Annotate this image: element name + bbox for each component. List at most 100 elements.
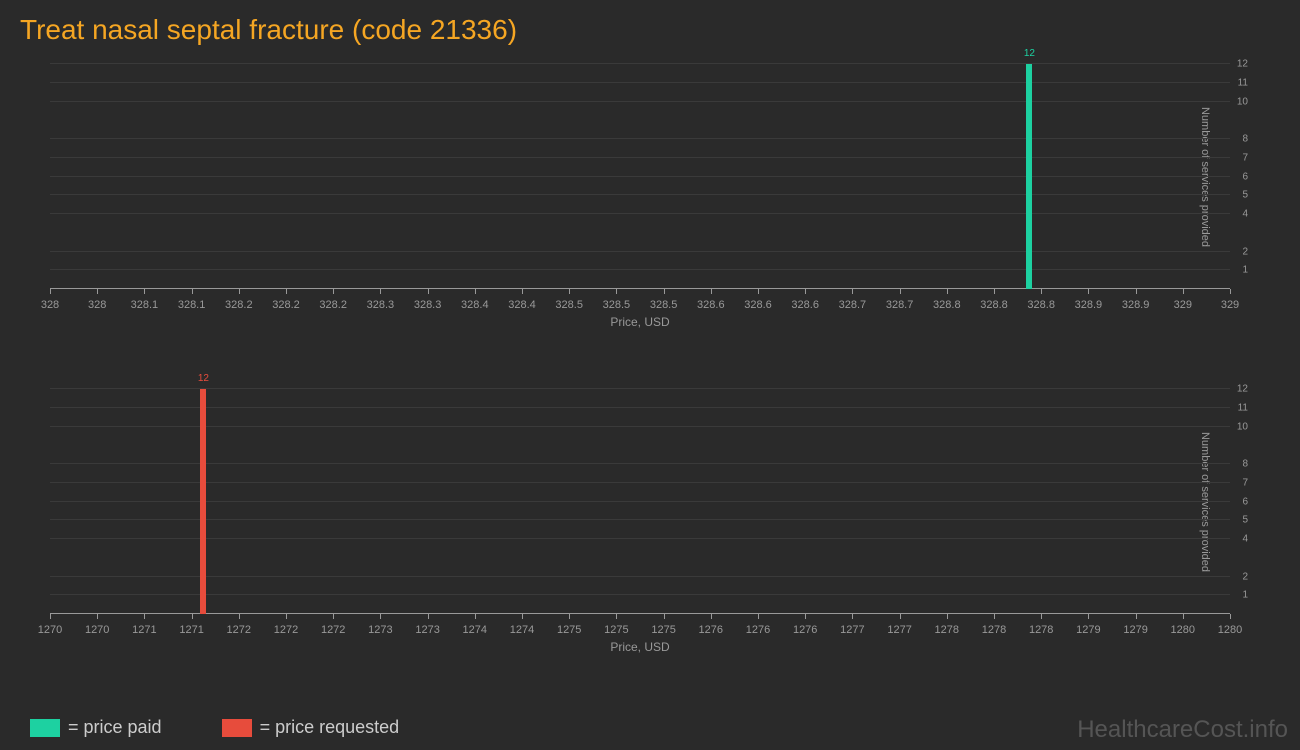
x-tick <box>1183 614 1184 619</box>
x-tick <box>1230 289 1231 294</box>
x-tick-label: 328.5 <box>603 299 631 311</box>
x-tick-label: 328.6 <box>791 299 819 311</box>
y-tick-label: 4 <box>1242 534 1248 545</box>
x-tick-label: 1276 <box>793 624 817 636</box>
x-tick <box>711 614 712 619</box>
grid-line <box>50 269 1230 270</box>
x-tick <box>711 289 712 294</box>
x-tick-label: 1280 <box>1171 624 1195 636</box>
legend-label: = price paid <box>68 717 162 738</box>
x-tick-label: 1275 <box>651 624 675 636</box>
grid-line <box>50 426 1230 427</box>
legend: = price paid = price requested <box>30 717 399 738</box>
x-tick-label: 1273 <box>368 624 392 636</box>
grid-line <box>50 538 1230 539</box>
x-tick-label: 1278 <box>982 624 1006 636</box>
x-tick-label: 1274 <box>510 624 534 636</box>
x-tick-label: 328.4 <box>461 299 489 311</box>
x-tick <box>1136 289 1137 294</box>
x-tick <box>475 614 476 619</box>
grid-line <box>50 194 1230 195</box>
x-tick-label: 1279 <box>1123 624 1147 636</box>
grid-line <box>50 482 1230 483</box>
x-tick <box>994 289 995 294</box>
y-tick-label: 1 <box>1242 590 1248 601</box>
x-tick-label: 329 <box>1174 299 1192 311</box>
x-tick <box>428 289 429 294</box>
x-tick <box>947 289 948 294</box>
legend-swatch-paid <box>30 719 60 737</box>
grid-line <box>50 251 1230 252</box>
x-tick-label: 1273 <box>415 624 439 636</box>
y-tick-label: 7 <box>1242 477 1248 488</box>
grid-line <box>50 213 1230 214</box>
x-tick <box>97 614 98 619</box>
grid-line <box>50 101 1230 102</box>
charts-wrapper: Price, USD Number of services provided 1… <box>20 54 1280 659</box>
x-tick <box>97 289 98 294</box>
watermark: HealthcareCost.info <box>1077 716 1288 744</box>
chart-price-requested: Price, USD Number of services provided 1… <box>20 379 1280 659</box>
grid-line <box>50 157 1230 158</box>
x-tick-label: 328.4 <box>508 299 536 311</box>
x-tick-label: 1271 <box>179 624 203 636</box>
x-tick-label: 329 <box>1221 299 1239 311</box>
legend-item-paid: = price paid <box>30 717 162 738</box>
x-tick-label: 328.9 <box>1122 299 1150 311</box>
x-tick <box>50 289 51 294</box>
y-tick-label: 10 <box>1237 421 1248 432</box>
plot-area-top: Price, USD Number of services provided 1… <box>50 64 1230 289</box>
grid-line <box>50 463 1230 464</box>
x-tick-label: 328.2 <box>225 299 253 311</box>
grid-line <box>50 576 1230 577</box>
y-tick-label: 8 <box>1242 134 1248 145</box>
x-tick <box>569 614 570 619</box>
x-tick <box>1183 289 1184 294</box>
x-tick-label: 1272 <box>274 624 298 636</box>
x-tick <box>522 289 523 294</box>
data-bar: 12 <box>1026 64 1032 289</box>
x-tick-label: 1272 <box>321 624 345 636</box>
y-tick-label: 5 <box>1242 515 1248 526</box>
grid-line <box>50 176 1230 177</box>
grid-line <box>50 82 1230 83</box>
x-tick-label: 1271 <box>132 624 156 636</box>
y-axis-title: Number of services provided <box>1199 431 1211 571</box>
x-tick <box>664 289 665 294</box>
x-axis <box>50 613 1230 614</box>
x-tick-label: 1270 <box>38 624 62 636</box>
bar-value-label: 12 <box>1024 48 1035 59</box>
x-tick-label: 328 <box>41 299 59 311</box>
y-tick-label: 2 <box>1242 571 1248 582</box>
x-tick <box>286 614 287 619</box>
x-tick <box>1230 614 1231 619</box>
x-axis-title: Price, USD <box>610 640 669 654</box>
x-tick-label: 1275 <box>557 624 581 636</box>
x-tick <box>286 289 287 294</box>
chart-title: Treat nasal septal fracture (code 21336) <box>0 0 1300 54</box>
y-tick-label: 11 <box>1238 402 1248 413</box>
x-tick <box>475 289 476 294</box>
x-tick-label: 328.5 <box>555 299 583 311</box>
x-tick <box>852 614 853 619</box>
y-tick-label: 7 <box>1242 152 1248 163</box>
grid-line <box>50 388 1230 389</box>
x-tick-label: 1277 <box>840 624 864 636</box>
x-tick-label: 1280 <box>1218 624 1242 636</box>
y-tick-label: 12 <box>1237 59 1248 70</box>
x-tick <box>947 614 948 619</box>
bar-value-label: 12 <box>198 373 209 384</box>
x-tick-label: 328.6 <box>744 299 772 311</box>
x-tick <box>758 289 759 294</box>
x-tick-label: 328.7 <box>886 299 914 311</box>
x-axis <box>50 288 1230 289</box>
x-tick-label: 328.9 <box>1075 299 1103 311</box>
x-tick <box>380 289 381 294</box>
y-tick-label: 11 <box>1238 77 1248 88</box>
legend-swatch-requested <box>222 719 252 737</box>
x-tick-label: 328.2 <box>272 299 300 311</box>
x-tick <box>380 614 381 619</box>
x-tick <box>616 614 617 619</box>
x-tick-label: 328.8 <box>980 299 1008 311</box>
x-tick <box>758 614 759 619</box>
